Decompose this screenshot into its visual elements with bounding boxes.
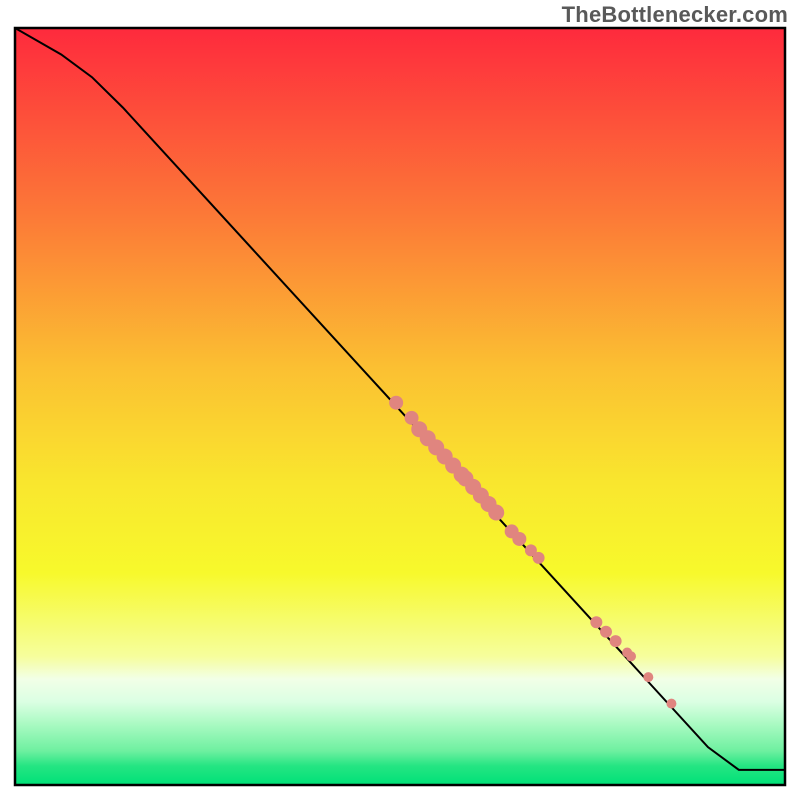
data-marker [512,532,526,546]
chart-container: TheBottlenecker.com [0,0,800,800]
data-marker [643,672,653,682]
data-marker [533,552,545,564]
bottleneck-chart [0,0,800,800]
data-marker [488,504,504,520]
data-marker [600,626,612,638]
data-marker [666,699,676,709]
data-marker [610,635,622,647]
watermark-text: TheBottlenecker.com [562,2,788,28]
data-marker [590,616,602,628]
data-marker [389,396,403,410]
data-marker [626,651,636,661]
